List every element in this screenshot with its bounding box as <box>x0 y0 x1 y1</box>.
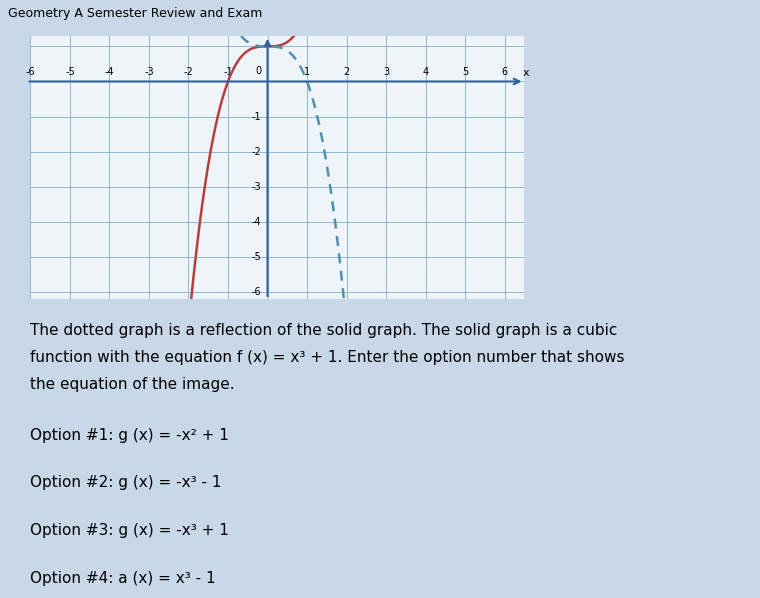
Text: the equation of the image.: the equation of the image. <box>30 377 235 392</box>
Text: -1: -1 <box>252 112 261 121</box>
Text: Option #2: g (x) = -x³ - 1: Option #2: g (x) = -x³ - 1 <box>30 475 222 490</box>
Text: -6: -6 <box>252 287 261 297</box>
Text: 3: 3 <box>383 68 389 77</box>
Text: -2: -2 <box>184 68 193 77</box>
Text: 2: 2 <box>344 68 350 77</box>
Text: -4: -4 <box>252 217 261 227</box>
Text: 6: 6 <box>502 68 508 77</box>
Text: Option #3: g (x) = -x³ + 1: Option #3: g (x) = -x³ + 1 <box>30 523 230 538</box>
Text: Option #1: g (x) = -x² + 1: Option #1: g (x) = -x² + 1 <box>30 428 230 443</box>
Text: -2: -2 <box>252 147 261 157</box>
Text: -5: -5 <box>252 252 261 262</box>
Text: -6: -6 <box>26 68 35 77</box>
Text: -5: -5 <box>65 68 74 77</box>
Text: -3: -3 <box>144 68 154 77</box>
Text: -3: -3 <box>252 182 261 192</box>
Text: function with the equation f (x) = x³ + 1. Enter the option number that shows: function with the equation f (x) = x³ + … <box>30 350 625 365</box>
Text: Option #4: a (x) = x³ - 1: Option #4: a (x) = x³ - 1 <box>30 571 216 586</box>
Text: 5: 5 <box>462 68 468 77</box>
Text: 0: 0 <box>255 66 261 76</box>
Text: Geometry A Semester Review and Exam: Geometry A Semester Review and Exam <box>8 7 262 20</box>
Text: 4: 4 <box>423 68 429 77</box>
Text: x: x <box>522 68 529 78</box>
Text: -4: -4 <box>105 68 114 77</box>
Text: -1: -1 <box>223 68 233 77</box>
Text: 1: 1 <box>304 68 310 77</box>
Text: The dotted graph is a reflection of the solid graph. The solid graph is a cubic: The dotted graph is a reflection of the … <box>30 323 618 338</box>
